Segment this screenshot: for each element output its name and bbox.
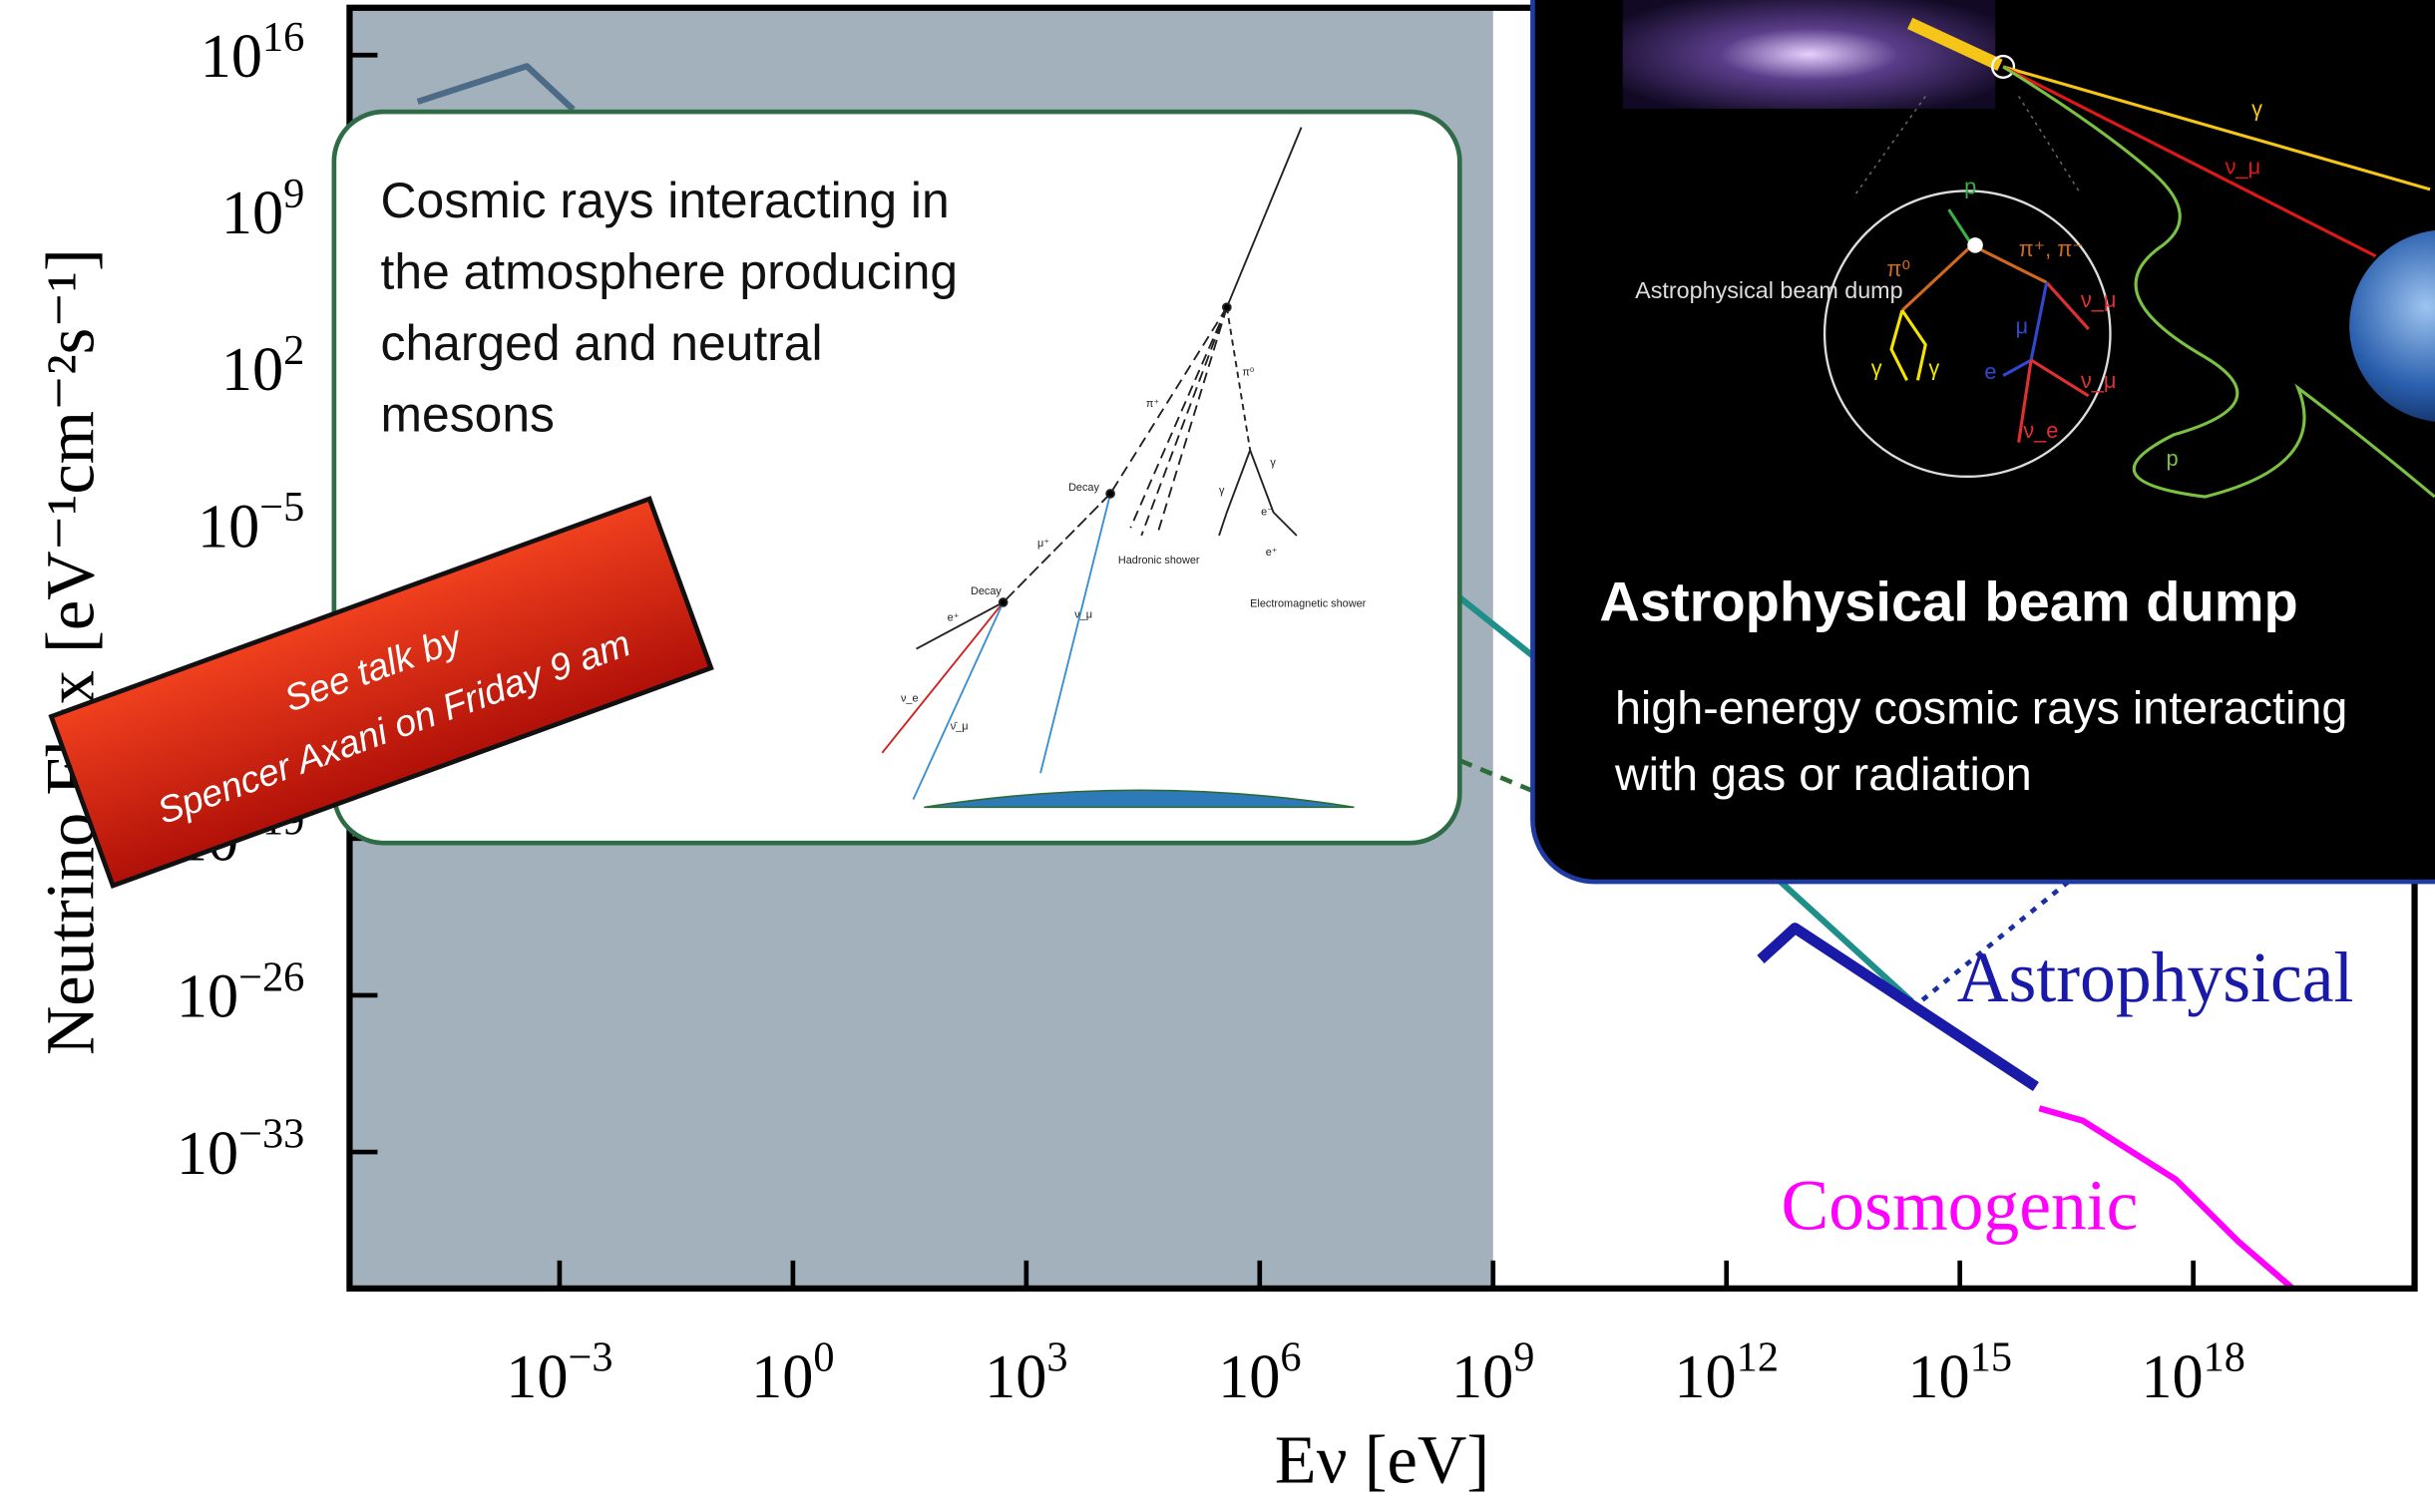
diagram-label: ν_e xyxy=(901,693,919,705)
diagram-label: π⁰ xyxy=(1886,256,1910,281)
curve-label: Astrophysical xyxy=(1957,939,2354,1017)
y-tick-label: 10−26 xyxy=(177,954,304,1031)
diagram-label: ν̄_μ xyxy=(951,721,969,733)
diagram-label: γ xyxy=(1219,485,1225,497)
diagram-label: e⁺ xyxy=(1266,547,1278,559)
box-text: charged and neutral xyxy=(381,315,823,371)
diagram-label: γ xyxy=(2251,97,2262,122)
box-text: the atmosphere producing xyxy=(381,244,959,300)
galaxy-image xyxy=(1623,0,1996,109)
diagram-label: Decay xyxy=(971,585,1002,597)
diagram-label: μ⁺ xyxy=(1037,538,1049,550)
beam-dump-box: Astrophysical beam dump high-energy cosmi… xyxy=(1532,0,2435,882)
curve-label: Cosmogenic xyxy=(1782,1167,2139,1246)
diagram-label: Hadronic shower xyxy=(1118,555,1200,567)
box-text: with gas or radiation xyxy=(1614,748,2032,800)
y-tick-label: 1016 xyxy=(201,14,305,91)
diagram-label: γ xyxy=(1928,356,1939,381)
box-text: Cosmic rays interacting in xyxy=(381,173,950,228)
diagram-label: e⁻ xyxy=(1261,507,1273,519)
diagram-label: e⁺ xyxy=(948,612,960,624)
page: 101610910210−510−1210−1910−2610−3310−310… xyxy=(0,0,2435,1512)
diagram-label: μ xyxy=(2016,314,2029,339)
x-tick-label: 103 xyxy=(985,1334,1067,1411)
diagram-label: π⁺, π⁻ xyxy=(2019,236,2084,261)
y-tick-label: 10−5 xyxy=(198,484,304,561)
diagram-label: γ xyxy=(1270,457,1276,469)
diagram-label: e xyxy=(1984,359,1996,384)
diagram-label: π⁰ xyxy=(1242,367,1254,379)
box-title: Astrophysical beam dump xyxy=(1599,570,2297,633)
diagram-label: p xyxy=(1964,175,1976,199)
x-tick-label: 10−3 xyxy=(506,1334,612,1411)
diagram-label: ν_μ xyxy=(2081,287,2117,312)
diagram-label: ν_e xyxy=(2023,418,2058,443)
slide: 101610910210−510−1210−1910−2610−3310−310… xyxy=(0,0,2435,1512)
diagram-label: ν_μ xyxy=(1074,608,1092,620)
x-tick-label: 109 xyxy=(1451,1334,1534,1411)
box-text: mesons xyxy=(381,387,555,443)
diagram-label: ν_μ xyxy=(2081,368,2117,393)
y-tick-label: 10−33 xyxy=(177,1111,304,1188)
x-axis-label: Eν [eV] xyxy=(1275,1421,1489,1497)
x-tick-label: 100 xyxy=(751,1334,834,1411)
x-tick-label: 1012 xyxy=(1674,1334,1779,1411)
y-tick-label: 102 xyxy=(221,327,304,404)
diagram-label: p xyxy=(2167,446,2179,471)
diagram-label: ν_μ xyxy=(2226,154,2261,179)
y-axis-label: Neutrino Flux [eV⁻¹cm⁻²s⁻¹] xyxy=(33,248,109,1055)
x-tick-label: 1015 xyxy=(1907,1334,2012,1411)
diagram-label: γ xyxy=(1871,356,1882,381)
diagram-label: Astrophysical beam dump xyxy=(1635,277,1902,303)
y-tick-label: 109 xyxy=(221,171,304,247)
diagram-label: Decay xyxy=(1068,482,1099,494)
diagram-label: π⁺ xyxy=(1146,398,1160,410)
box-text: high-energy cosmic rays interacting xyxy=(1615,681,2347,733)
diagram-label: Electromagnetic shower xyxy=(1250,598,1366,610)
x-tick-label: 106 xyxy=(1218,1334,1301,1411)
x-tick-label: 1018 xyxy=(2141,1334,2245,1411)
